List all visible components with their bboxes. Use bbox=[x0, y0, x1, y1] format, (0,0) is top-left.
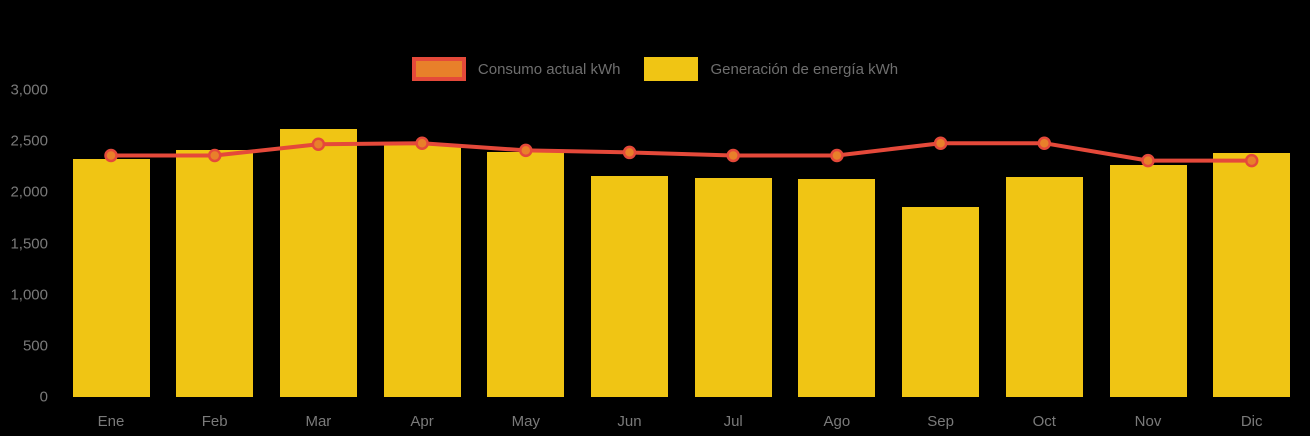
consumo-line-swatch-icon bbox=[411, 57, 466, 81]
x-tick-label-ago: Ago bbox=[823, 413, 851, 430]
y-tick-label: 3,000 bbox=[10, 81, 48, 99]
x-tick-label-nov: Nov bbox=[1134, 413, 1162, 430]
x-tick-label-sep: Sep bbox=[927, 413, 954, 430]
legend-item-generacion[interactable]: Generación de energía kWh bbox=[644, 57, 898, 81]
bar-sep bbox=[902, 206, 980, 397]
bar-jul bbox=[694, 178, 772, 397]
x-tick-label-feb: Feb bbox=[201, 413, 228, 430]
consumo-point-jul bbox=[726, 148, 740, 163]
y-tick-label: 1,000 bbox=[10, 286, 48, 304]
bar-mar bbox=[279, 128, 357, 397]
consumo-point-ago bbox=[830, 148, 844, 163]
bar-feb bbox=[176, 150, 254, 397]
bar-apr bbox=[383, 144, 461, 397]
bar-oct bbox=[1005, 176, 1083, 397]
bar-dic bbox=[1213, 153, 1291, 397]
bar-ene bbox=[72, 158, 150, 397]
x-tick-label-dic: Dic bbox=[1240, 413, 1263, 430]
x-tick-label-ene: Ene bbox=[97, 413, 125, 430]
y-tick-label: 500 bbox=[22, 337, 48, 355]
legend-item-consumo[interactable]: Consumo actual kWh bbox=[411, 57, 621, 81]
x-tick-label-may: May bbox=[511, 413, 540, 430]
y-tick-label: 1,500 bbox=[10, 235, 48, 252]
x-tick-label-mar: Mar bbox=[305, 413, 332, 430]
legend-label-consumo: Consumo actual kWh bbox=[477, 60, 621, 78]
consumo-point-sep bbox=[933, 136, 948, 150]
x-tick-label-apr: Apr bbox=[410, 413, 434, 430]
bar-nov bbox=[1109, 164, 1187, 397]
x-tick-label-jul: Jul bbox=[723, 413, 743, 430]
generacion-bar-swatch-icon bbox=[644, 57, 699, 81]
chart-legend: Consumo actual kWh Generación de energía… bbox=[0, 57, 1310, 81]
y-tick-label: 2,000 bbox=[10, 183, 48, 201]
x-tick-label-jun: Jun bbox=[617, 413, 642, 430]
bar-ago bbox=[798, 179, 876, 397]
x-tick-label-oct: Oct bbox=[1032, 413, 1056, 430]
legend-label-generacion: Generación de energía kWh bbox=[710, 60, 899, 78]
consumo-point-oct bbox=[1037, 136, 1052, 150]
bar-jun bbox=[591, 175, 668, 397]
consumo-point-jun bbox=[622, 145, 637, 160]
y-tick-label: 0 bbox=[39, 388, 48, 406]
y-tick-label: 2,500 bbox=[10, 132, 48, 150]
bar-may bbox=[487, 152, 565, 397]
